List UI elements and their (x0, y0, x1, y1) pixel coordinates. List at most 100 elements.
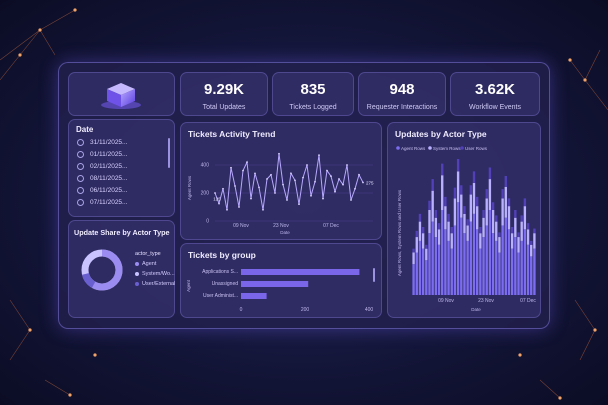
trend-point (290, 172, 292, 175)
trend-point (322, 197, 324, 200)
network-node (18, 53, 22, 57)
actor-bar-segment (520, 215, 523, 222)
actor-bar-segment (418, 240, 422, 295)
trend-point (234, 185, 236, 187)
network-line (584, 49, 601, 81)
actor-bar-segment (488, 167, 492, 180)
kpi-label: Tickets Logged (289, 104, 337, 111)
actor-bar-segment (425, 248, 428, 261)
trend-point (358, 173, 360, 176)
date-option[interactable]: 01/11/2025... (77, 151, 127, 158)
radio-icon (77, 187, 84, 194)
tickets-by-group-panel: Tickets by group Agent Applications S... U… (180, 243, 382, 318)
actor-bar-segment (504, 186, 507, 218)
trend-ytick-label: 0 (206, 219, 209, 225)
network-line (9, 329, 31, 361)
trend-point (294, 179, 296, 182)
actor-bar-segment (485, 225, 488, 295)
network-node (568, 58, 572, 62)
kpi-label: Total Updates (202, 104, 246, 111)
actor-bar-segment (431, 190, 434, 222)
network-node (73, 8, 77, 12)
network-node (583, 78, 587, 82)
network-line (574, 299, 596, 331)
actor-bar-segment (479, 227, 482, 234)
actor-bar-segment (495, 221, 498, 241)
trend-point (214, 192, 216, 194)
actor-bar-segment (444, 206, 447, 230)
actor-bar-segment (466, 240, 469, 295)
actor-bar-segment (488, 179, 492, 210)
activity-trend-panel: Tickets Activity Trend Agent Rows 0 200 400… (180, 122, 382, 240)
actor-bar-segment (434, 237, 438, 295)
date-filter-panel: Date 31/11/2025... 01/11/2025... 02/11/2… (68, 119, 175, 217)
trend-point (226, 208, 228, 211)
network-node (93, 353, 97, 357)
trend-point (218, 202, 220, 205)
actor-bar-segment (495, 240, 498, 295)
network-node (68, 393, 72, 397)
actor-bar-segment (412, 248, 415, 253)
actor-bar-segment (412, 252, 415, 265)
actor-type-panel: Updates by Actor Type Agent Rows System R… (387, 122, 541, 318)
date-option[interactable]: 31/11/2025... (77, 139, 127, 146)
actor-bar-segment (415, 230, 418, 238)
legend-dot-icon (135, 261, 139, 266)
actor-bar-segment (453, 225, 457, 295)
actor-bar-segment (428, 233, 431, 295)
actor-bar-segment (482, 237, 485, 295)
legend-item-system: System/Wo... (135, 271, 175, 277)
date-option[interactable]: 06/11/2025... (77, 187, 127, 194)
date-option[interactable]: 02/11/2025... (77, 163, 127, 170)
actor-bar-segment (491, 210, 495, 234)
radio-icon (77, 175, 84, 182)
trend-ytick-label: 200 (201, 191, 210, 197)
legend-dot-icon (135, 281, 139, 286)
actor-bar-segment (533, 233, 536, 249)
network-node (593, 328, 597, 332)
actor-bar-segment (514, 237, 517, 295)
group-xtick-label: 200 (301, 307, 310, 313)
trend-annotation: 275 (366, 181, 374, 186)
trend-xlabel: Date (280, 230, 290, 235)
actor-bar-segment (428, 210, 431, 234)
cube-logo-icon (101, 83, 141, 109)
group-title: Tickets by group (188, 250, 256, 260)
group-ylabel: Agent (186, 279, 191, 292)
share-panel-title: Update Share by Actor Type (74, 228, 170, 237)
actor-bar-segment (491, 233, 495, 295)
date-list-scrollbar[interactable] (168, 138, 170, 168)
actor-bar-segment (450, 227, 453, 234)
actor-bar-segment (418, 213, 422, 222)
actor-bar-segment (526, 229, 530, 245)
network-line (39, 9, 76, 31)
actor-bar-segment (463, 206, 466, 214)
trend-xtick-label: 23 Nov (273, 223, 289, 229)
radio-icon (77, 199, 84, 206)
actor-bar-segment (425, 244, 428, 249)
actor-chart-title: Updates by Actor Type (395, 129, 487, 139)
actor-bar-segment (456, 171, 460, 203)
trend-annotation: 125 (213, 197, 221, 202)
actor-bar-segment (431, 179, 434, 191)
actor-bar-segment (523, 198, 527, 207)
network-line (39, 29, 56, 56)
trend-point (302, 176, 304, 179)
network-node (558, 396, 562, 400)
network-line (539, 379, 561, 399)
date-option[interactable]: 08/11/2025... (77, 175, 127, 182)
kpi-value: 9.29K (203, 81, 245, 98)
actor-bar-segment (453, 187, 457, 199)
date-filter-title: Date (76, 125, 94, 134)
actor-bar-segment (501, 225, 504, 295)
legend-item-user: User/External (135, 281, 175, 287)
actor-bar-segment (421, 227, 425, 234)
actor-bar-segment (415, 252, 418, 295)
trend-point (298, 203, 300, 206)
actor-bar-segment (488, 210, 492, 295)
actor-ylabel: Agent Rows, System Rows and User Rows (397, 189, 402, 276)
trend-xtick-label: 09 Nov (233, 223, 249, 229)
donut-chart (81, 249, 123, 291)
date-option[interactable]: 07/11/2025... (77, 199, 127, 206)
group-bar (241, 269, 360, 275)
